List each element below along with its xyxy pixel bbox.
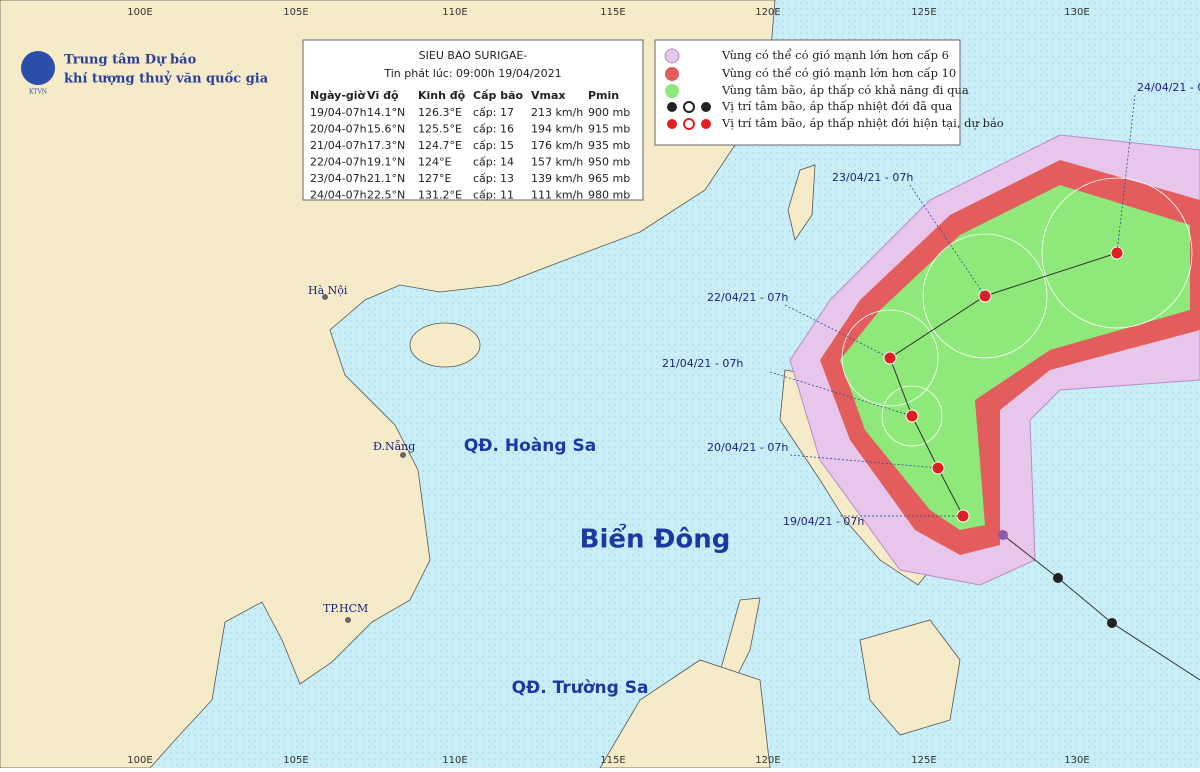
bulletin-title: SIEU BAO SURIGAE- bbox=[419, 49, 528, 62]
table-cell: 126.3°E bbox=[418, 106, 462, 119]
table-cell: 176 km/h bbox=[531, 139, 583, 152]
table-cell: 139 km/h bbox=[531, 172, 583, 185]
agency-name: khí tượng thuỷ văn quốc gia bbox=[64, 71, 269, 87]
lon-label: 130E bbox=[1064, 755, 1089, 766]
table-cell: 900 mb bbox=[588, 106, 630, 119]
table-cell: 124.7°E bbox=[418, 139, 462, 152]
logo-text: KTVN bbox=[29, 89, 47, 96]
zone-center bbox=[840, 185, 1190, 530]
track-label: 20/04/21 - 07h bbox=[707, 441, 788, 454]
table-cell: 950 mb bbox=[588, 156, 630, 169]
leader-lines bbox=[769, 94, 1136, 517]
bulletin-table: Ngày-giờ Vĩ độ Kinh độ Cấp bão Vmax Pmin 19/04… bbox=[310, 89, 630, 202]
lon-label: 100E bbox=[127, 7, 152, 18]
city-label: TP.HCM bbox=[323, 602, 368, 615]
legend-entry: Vùng có thể có gió mạnh lớn hơn cấp 6 bbox=[721, 48, 949, 62]
lon-label: 120E bbox=[755, 7, 780, 18]
city-label: Đ.Nẵng bbox=[373, 440, 415, 453]
table-cell: 965 mb bbox=[588, 172, 630, 185]
table-cell: 19.1°N bbox=[367, 156, 405, 169]
table-cell: 213 km/h bbox=[531, 106, 583, 119]
bulletin-issued: Tin phát lúc: 09:00h 19/04/2021 bbox=[383, 67, 561, 80]
track-label: 22/04/21 - 07h bbox=[707, 291, 788, 304]
agency-name: Trung tâm Dự báo bbox=[64, 53, 197, 68]
table-cell: 980 mb bbox=[588, 189, 630, 202]
track-label: 23/04/21 - 07h bbox=[832, 171, 913, 184]
table-cell: 17.3°N bbox=[367, 139, 405, 152]
lon-label: 115E bbox=[600, 7, 625, 18]
table-cell: 24/04-07h bbox=[310, 189, 367, 202]
table-cell: 19/04-07h bbox=[310, 106, 367, 119]
table-cell: 15.6°N bbox=[367, 123, 405, 136]
lon-label: 105E bbox=[283, 7, 308, 18]
storm-symbols bbox=[883, 246, 1124, 628]
track-label: 21/04/21 - 07h bbox=[662, 357, 743, 370]
table-cell: 935 mb bbox=[588, 139, 630, 152]
lon-label: 110E bbox=[442, 7, 467, 18]
lon-label: 110E bbox=[442, 755, 467, 766]
table-cell: 127°E bbox=[418, 172, 451, 185]
table-cell: 111 km/h bbox=[531, 189, 583, 202]
lon-label: 125E bbox=[911, 755, 936, 766]
table-cell: cấp: 17 bbox=[473, 106, 514, 119]
lon-label: 120E bbox=[755, 755, 780, 766]
track-label: 24/04/21 - 0 bbox=[1137, 81, 1200, 94]
lon-label: 125E bbox=[911, 7, 936, 18]
table-cell: 21/04-07h bbox=[310, 139, 367, 152]
table-cell: 124°E bbox=[418, 156, 451, 169]
table-cell: cấp: 11 bbox=[473, 189, 514, 202]
table-cell: 23/04-07h bbox=[310, 172, 367, 185]
bulletin-box bbox=[302, 39, 644, 201]
legend-entry: Vị trí tâm bão, áp thấp nhiệt đới hiện t… bbox=[721, 116, 1004, 130]
table-header: Cấp bão bbox=[473, 89, 523, 102]
city-label: Hà Nội bbox=[308, 284, 348, 297]
table-header: Kinh độ bbox=[418, 89, 466, 102]
table-cell: 194 km/h bbox=[531, 123, 583, 136]
table-cell: 21.1°N bbox=[367, 172, 405, 185]
uncertainty-circles bbox=[841, 177, 1193, 447]
legend-entry: Vùng tâm bão, áp thấp có khả năng đi qua bbox=[721, 83, 969, 97]
past-track bbox=[1002, 534, 1200, 681]
table-cell: cấp: 13 bbox=[473, 172, 514, 185]
table-cell: cấp: 14 bbox=[473, 156, 514, 169]
lon-label: 105E bbox=[283, 755, 308, 766]
table-header: Ngày-giờ bbox=[310, 89, 366, 102]
table-cell: 14.1°N bbox=[367, 106, 405, 119]
table-cell: 22.5°N bbox=[367, 189, 405, 202]
legend-symbols bbox=[664, 48, 711, 130]
lon-label: 130E bbox=[1064, 7, 1089, 18]
table-cell: cấp: 15 bbox=[473, 139, 514, 152]
forecast-track bbox=[889, 252, 1118, 517]
archipelago-label: QĐ. Hoàng Sa bbox=[464, 436, 596, 456]
table-cell: 20/04-07h bbox=[310, 123, 367, 136]
table-header: Vĩ độ bbox=[367, 89, 399, 102]
table-cell: 131.2°E bbox=[418, 189, 462, 202]
table-cell: 22/04-07h bbox=[310, 156, 367, 169]
lon-label: 115E bbox=[600, 755, 625, 766]
table-cell: 915 mb bbox=[588, 123, 630, 136]
cities bbox=[322, 294, 406, 623]
table-cell: 125.5°E bbox=[418, 123, 462, 136]
table-header: Vmax bbox=[531, 89, 566, 102]
table-header: Pmin bbox=[588, 89, 619, 102]
legend-entry: Vùng có thể có gió mạnh lớn hơn cấp 10 bbox=[721, 66, 956, 80]
table-cell: 157 km/h bbox=[531, 156, 583, 169]
archipelago-label: QĐ. Trường Sa bbox=[512, 678, 649, 698]
legend-entry: Vị trí tâm bão, áp thấp nhiệt đới đã qua bbox=[721, 99, 952, 113]
table-cell: cấp: 16 bbox=[473, 123, 514, 136]
track-label: 19/04/21 - 07h bbox=[783, 515, 864, 528]
logo bbox=[21, 51, 55, 85]
sea-label: Biển Đông bbox=[580, 522, 731, 555]
lon-label: 100E bbox=[127, 755, 152, 766]
